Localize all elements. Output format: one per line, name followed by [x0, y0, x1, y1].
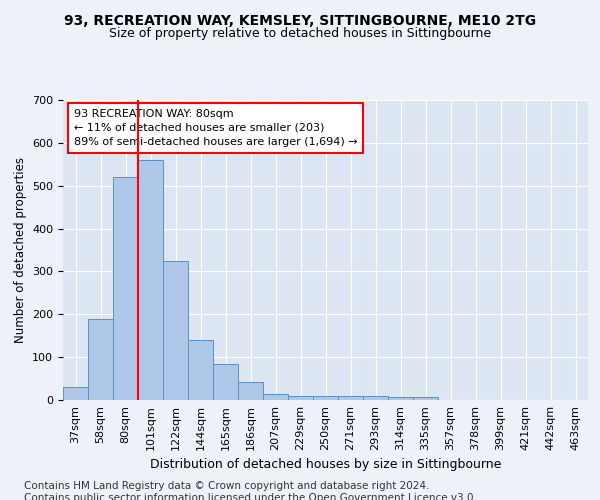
Bar [238, 382, 263, 400]
Bar [213, 364, 238, 400]
Text: 93, RECREATION WAY, KEMSLEY, SITTINGBOURNE, ME10 2TG: 93, RECREATION WAY, KEMSLEY, SITTINGBOUR… [64, 14, 536, 28]
Bar [63, 387, 88, 400]
Bar [388, 396, 413, 400]
Y-axis label: Number of detached properties: Number of detached properties [14, 157, 26, 343]
Bar [288, 396, 313, 400]
Bar [138, 160, 163, 400]
X-axis label: Distribution of detached houses by size in Sittingbourne: Distribution of detached houses by size … [150, 458, 501, 471]
Text: Size of property relative to detached houses in Sittingbourne: Size of property relative to detached ho… [109, 28, 491, 40]
Bar [188, 340, 213, 400]
Bar [163, 260, 188, 400]
Bar [413, 397, 438, 400]
Bar [113, 177, 138, 400]
Bar [313, 396, 338, 400]
Text: 93 RECREATION WAY: 80sqm
← 11% of detached houses are smaller (203)
89% of semi-: 93 RECREATION WAY: 80sqm ← 11% of detach… [74, 109, 357, 147]
Bar [363, 396, 388, 400]
Text: Contains HM Land Registry data © Crown copyright and database right 2024.
Contai: Contains HM Land Registry data © Crown c… [24, 481, 477, 500]
Bar [88, 318, 113, 400]
Bar [263, 394, 288, 400]
Bar [338, 396, 363, 400]
